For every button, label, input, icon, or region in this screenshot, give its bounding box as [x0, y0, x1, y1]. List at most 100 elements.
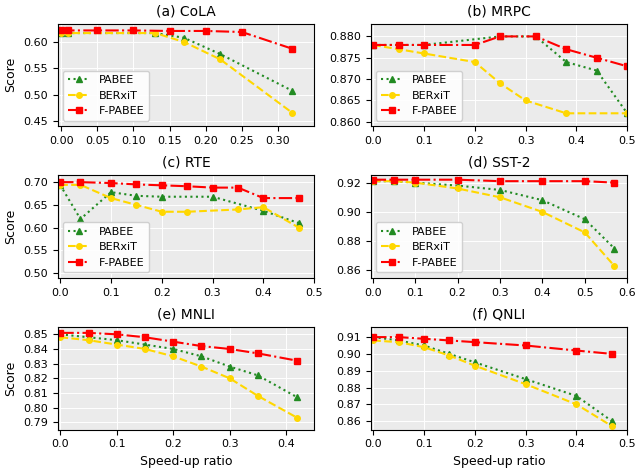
PABEE [532, 34, 540, 39]
F-PABEE [420, 336, 428, 342]
PABEE [395, 42, 403, 48]
BERxiT [132, 202, 140, 208]
BERxiT [369, 178, 376, 184]
BERxiT [226, 375, 234, 381]
PABEE [289, 88, 296, 94]
Line: F-PABEE: F-PABEE [371, 334, 615, 357]
F-PABEE [454, 177, 461, 183]
F-PABEE [132, 182, 140, 187]
BERxiT [234, 207, 242, 212]
F-PABEE [623, 63, 631, 69]
Title: (c) RTE: (c) RTE [161, 156, 211, 170]
F-PABEE [295, 195, 303, 201]
BERxiT [56, 335, 64, 340]
PABEE [497, 34, 504, 39]
X-axis label: Speed-up ratio: Speed-up ratio [140, 455, 232, 468]
BERxiT [412, 180, 419, 185]
X-axis label: Speed-up ratio: Speed-up ratio [452, 455, 545, 468]
F-PABEE [420, 42, 428, 48]
PABEE [260, 208, 268, 214]
Line: PABEE: PABEE [58, 331, 300, 400]
BERxiT [563, 110, 570, 116]
Line: F-PABEE: F-PABEE [371, 34, 630, 69]
PABEE [77, 216, 84, 222]
Legend: PABEE, BERxiT, F-PABEE: PABEE, BERxiT, F-PABEE [376, 222, 462, 272]
PABEE [170, 346, 177, 352]
BERxiT [538, 209, 546, 215]
F-PABEE [593, 55, 600, 60]
PABEE [395, 337, 403, 343]
PABEE [56, 182, 64, 188]
PABEE [254, 372, 262, 378]
F-PABEE [395, 42, 403, 48]
F-PABEE [170, 339, 177, 345]
BERxiT [369, 42, 377, 48]
BERxiT [581, 229, 589, 235]
Legend: PABEE, BERxiT, F-PABEE: PABEE, BERxiT, F-PABEE [376, 70, 462, 120]
PABEE [412, 180, 419, 185]
BERxiT [107, 195, 115, 201]
BERxiT [454, 185, 461, 191]
Line: PABEE: PABEE [58, 182, 301, 226]
F-PABEE [130, 27, 138, 33]
PABEE [471, 360, 479, 365]
Title: (b) MRPC: (b) MRPC [467, 4, 531, 18]
F-PABEE [56, 179, 64, 185]
F-PABEE [234, 185, 242, 190]
BERxiT [65, 30, 72, 36]
F-PABEE [395, 334, 403, 340]
BERxiT [420, 345, 428, 350]
F-PABEE [107, 180, 115, 186]
F-PABEE [369, 334, 377, 340]
Line: F-PABEE: F-PABEE [58, 179, 301, 201]
BERxiT [522, 381, 529, 387]
F-PABEE [532, 34, 540, 39]
BERxiT [295, 225, 303, 230]
BERxiT [293, 415, 301, 421]
F-PABEE [496, 178, 504, 184]
PABEE [593, 68, 600, 74]
F-PABEE [238, 29, 246, 35]
PABEE [107, 189, 115, 195]
F-PABEE [158, 183, 166, 188]
PABEE [141, 342, 149, 347]
BERxiT [395, 339, 403, 345]
F-PABEE [209, 185, 216, 190]
F-PABEE [289, 46, 296, 51]
PABEE [198, 354, 205, 359]
F-PABEE [293, 358, 301, 363]
F-PABEE [183, 184, 191, 189]
BERxiT [84, 337, 92, 343]
PABEE [573, 393, 580, 399]
Legend: PABEE, BERxiT, F-PABEE: PABEE, BERxiT, F-PABEE [63, 222, 148, 272]
Line: PABEE: PABEE [371, 34, 630, 116]
PABEE [84, 335, 92, 340]
BERxiT [573, 402, 580, 407]
F-PABEE [84, 330, 92, 336]
F-PABEE [581, 178, 589, 184]
PABEE [209, 194, 216, 200]
Line: BERxiT: BERxiT [58, 30, 295, 116]
BERxiT [445, 353, 453, 358]
BERxiT [113, 342, 121, 347]
F-PABEE [522, 343, 529, 348]
BERxiT [471, 363, 479, 369]
PABEE [608, 418, 616, 424]
PABEE [420, 343, 428, 348]
BERxiT [497, 81, 504, 86]
PABEE [295, 220, 303, 226]
PABEE [132, 193, 140, 199]
PABEE [369, 334, 377, 340]
BERxiT [198, 364, 205, 370]
PABEE [369, 178, 376, 184]
BERxiT [180, 39, 188, 45]
BERxiT [611, 263, 618, 269]
PABEE [581, 216, 589, 222]
Title: (e) MNLI: (e) MNLI [157, 308, 215, 322]
PABEE [58, 30, 65, 35]
Line: BERxiT: BERxiT [370, 178, 617, 269]
BERxiT [420, 51, 428, 56]
PABEE [369, 42, 377, 48]
Line: BERxiT: BERxiT [371, 337, 615, 429]
BERxiT [289, 110, 296, 116]
